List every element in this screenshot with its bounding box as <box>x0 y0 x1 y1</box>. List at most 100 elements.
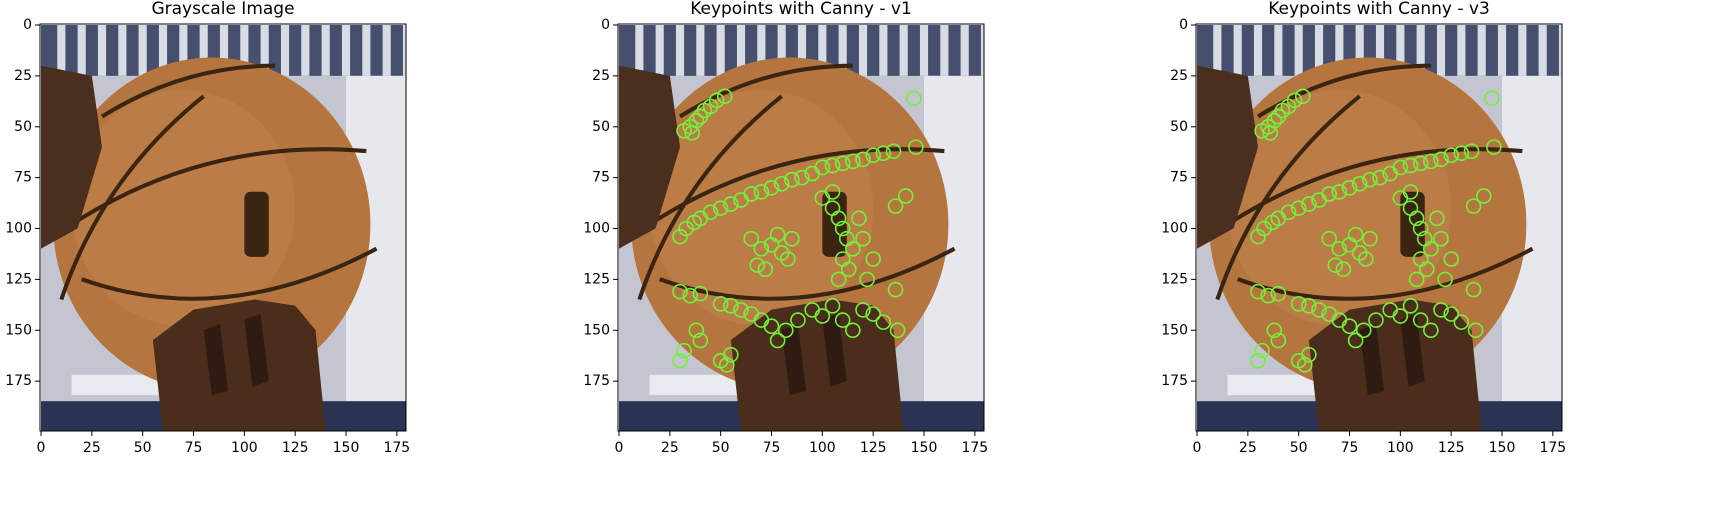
keypoint <box>1486 139 1502 155</box>
keypoint <box>723 196 739 212</box>
image-bar <box>919 25 929 76</box>
image-bar <box>1355 25 1364 76</box>
keypoint <box>1408 210 1425 227</box>
y-tick-label: 100 <box>5 221 32 237</box>
image-region <box>152 299 326 431</box>
image-region <box>822 313 847 387</box>
keypoint <box>718 357 735 373</box>
keypoint <box>1362 171 1378 188</box>
x-tick-label: 25 <box>83 440 101 456</box>
y-tick-label: 0 <box>1179 17 1188 33</box>
image-bar <box>1477 25 1486 76</box>
keypoint <box>702 204 719 221</box>
image-sign <box>649 374 752 396</box>
keypoint <box>716 88 733 105</box>
keypoint <box>1266 322 1283 339</box>
image-bar <box>1396 25 1405 76</box>
y-tick-label: 0 <box>23 17 32 33</box>
keypoint <box>1408 271 1425 288</box>
keypoint <box>824 298 841 314</box>
image-logo <box>244 191 269 257</box>
image-bar <box>219 25 229 76</box>
keypoint <box>845 322 861 339</box>
x-tick-label: 50 <box>712 440 730 456</box>
x-tick-label: 0 <box>615 440 624 456</box>
image-bar <box>818 25 827 76</box>
keypoint <box>830 271 847 288</box>
keypoint <box>1331 241 1348 257</box>
keypoint <box>1321 186 1337 202</box>
keypoint <box>814 159 831 176</box>
image-bar <box>240 25 249 76</box>
image-seam <box>64 147 367 231</box>
keypoint <box>784 171 800 188</box>
image-region <box>1197 65 1259 249</box>
image-bar <box>777 25 786 76</box>
image-bar <box>362 25 371 76</box>
y-tick-label: 50 <box>14 119 32 135</box>
keypoint <box>1286 92 1303 109</box>
image-bar <box>757 25 766 76</box>
image-region <box>781 323 807 396</box>
image-region <box>1359 323 1385 396</box>
image-bar <box>635 25 644 76</box>
keypoint <box>1368 312 1384 328</box>
keypoint <box>1475 188 1492 204</box>
y-tick-label: 100 <box>583 221 610 237</box>
subplot: 0 25 50 75 100 125 150 175 0 25 50 75 100 125 150 175 Ke… <box>1161 0 1566 456</box>
image-content <box>41 25 406 431</box>
x-tick-label: 0 <box>37 440 46 456</box>
keypoint <box>1301 196 1317 212</box>
image <box>41 25 406 431</box>
image-bar <box>341 25 351 76</box>
keypoint <box>682 287 698 304</box>
x-tick-label: 100 <box>231 440 258 456</box>
keypoint <box>1301 298 1317 314</box>
image-bar <box>1497 25 1507 76</box>
image-bar <box>716 25 725 76</box>
keypoint <box>1433 151 1449 168</box>
keypoint <box>779 251 796 267</box>
keypoint <box>834 312 851 328</box>
image-bar <box>1436 25 1446 76</box>
keypoint <box>1412 155 1429 172</box>
image-bar <box>1375 25 1385 76</box>
y-tick-label: 0 <box>601 17 610 33</box>
keypoint <box>757 261 774 278</box>
image-bar <box>1213 25 1222 76</box>
y-tick-label: 75 <box>14 170 32 186</box>
keypoint <box>1443 147 1459 164</box>
keypoint <box>1443 306 1459 322</box>
subplot: 0 25 50 75 100 125 150 175 0 25 50 75 100 125 150 175 Gr… <box>5 0 410 456</box>
keypoint <box>1437 271 1453 288</box>
image-region <box>203 323 229 396</box>
y-tick-label: 25 <box>592 68 610 84</box>
image-bar <box>77 25 86 76</box>
y-tick-label: 100 <box>1161 221 1188 237</box>
image-seam <box>1237 246 1534 301</box>
keypoint <box>875 145 892 162</box>
keypoint <box>1433 302 1449 318</box>
x-tick-label: 150 <box>911 440 938 456</box>
y-tick-label: 125 <box>1161 271 1188 287</box>
keypoint <box>1433 230 1449 247</box>
y-tick-label: 150 <box>1161 322 1188 338</box>
keypoint <box>1290 200 1307 216</box>
keypoint <box>743 186 759 202</box>
keypoint <box>1256 220 1272 237</box>
keypoint <box>743 230 759 247</box>
keypoint <box>1250 283 1266 300</box>
keypoint <box>840 261 857 278</box>
keypoint <box>1418 261 1435 278</box>
keypoint <box>1465 198 1482 214</box>
image-content <box>1197 25 1562 431</box>
y-tick-label: 75 <box>1170 170 1188 186</box>
keypoint <box>1484 90 1500 107</box>
image-content <box>619 25 984 431</box>
keypoint <box>1347 226 1364 243</box>
image-seam <box>637 94 783 301</box>
x-tick-label: 75 <box>185 440 203 456</box>
axes-frame <box>39 23 407 432</box>
image-bar <box>980 25 984 76</box>
image-bar <box>1294 25 1303 76</box>
